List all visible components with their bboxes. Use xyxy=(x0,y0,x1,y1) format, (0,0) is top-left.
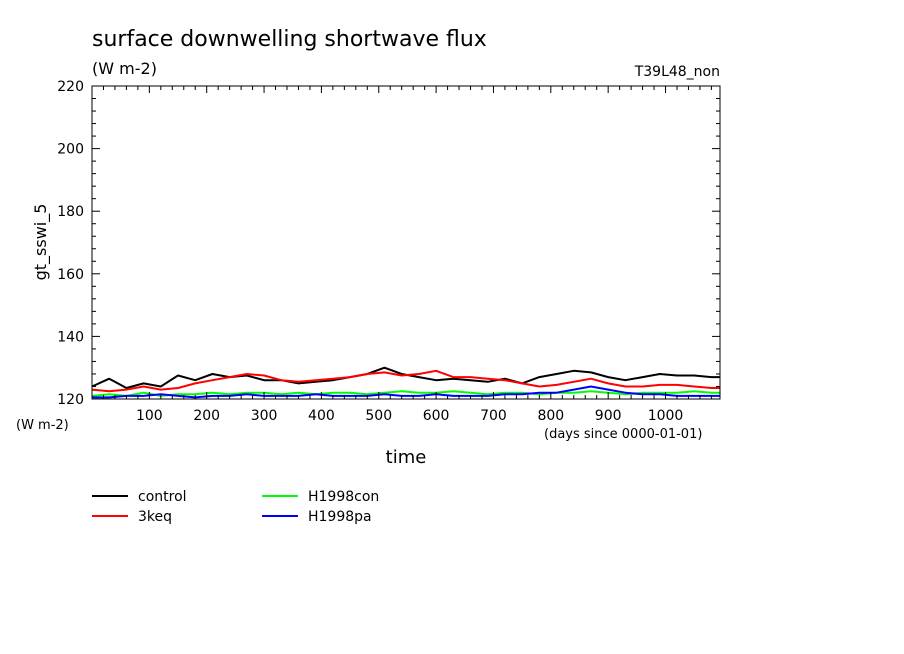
plot-lines xyxy=(91,366,720,399)
x-tick-label: 200 xyxy=(193,408,220,424)
legend-label: H1998pa xyxy=(308,509,372,525)
chart-title: surface downwelling shortwave flux xyxy=(92,27,487,52)
run-label: T39L48_non xyxy=(634,64,720,80)
x-tick-label: 600 xyxy=(423,408,450,424)
y-tick-label: 200 xyxy=(57,142,84,158)
series-line-h1998pa xyxy=(92,385,720,399)
x-tick-label: 900 xyxy=(595,408,622,424)
x-tick-label: 500 xyxy=(365,408,392,424)
y-tick-label: 220 xyxy=(57,79,84,95)
x-axis-unit: (days since 0000-01-01) xyxy=(544,427,702,442)
legend-label: H1998con xyxy=(308,489,379,505)
legend: control 3keq H1998con H1998pa xyxy=(92,489,379,525)
y-axis-label: gt_sswi_5 xyxy=(31,204,51,281)
series-line-3keq xyxy=(91,369,720,393)
legend-label: 3keq xyxy=(138,509,172,525)
x-tick-label: 700 xyxy=(480,408,507,424)
y-tick-label: 140 xyxy=(57,329,84,345)
legend-label: control xyxy=(138,489,187,505)
x-tick-label: 100 xyxy=(136,408,163,424)
x-axis-label: time xyxy=(386,447,427,468)
y-tick-label: 120 xyxy=(57,392,84,408)
axis-ticks: 100 200 300 400 500 600 700 800 900 1000 120 140 160… xyxy=(57,79,720,424)
x-tick-label: 400 xyxy=(308,408,335,424)
chart-subtitle-unit: (W m-2) xyxy=(92,59,157,78)
y-tick-label: 160 xyxy=(57,267,84,283)
y-tick-label: 180 xyxy=(57,204,84,220)
y-axis-unit: (W m-2) xyxy=(16,418,69,433)
plot-frame xyxy=(91,85,721,400)
series-line-h1998con xyxy=(91,390,720,397)
x-tick-label: 300 xyxy=(251,408,278,424)
x-tick-label: 800 xyxy=(537,408,564,424)
x-tick-label: 1000 xyxy=(648,408,684,424)
